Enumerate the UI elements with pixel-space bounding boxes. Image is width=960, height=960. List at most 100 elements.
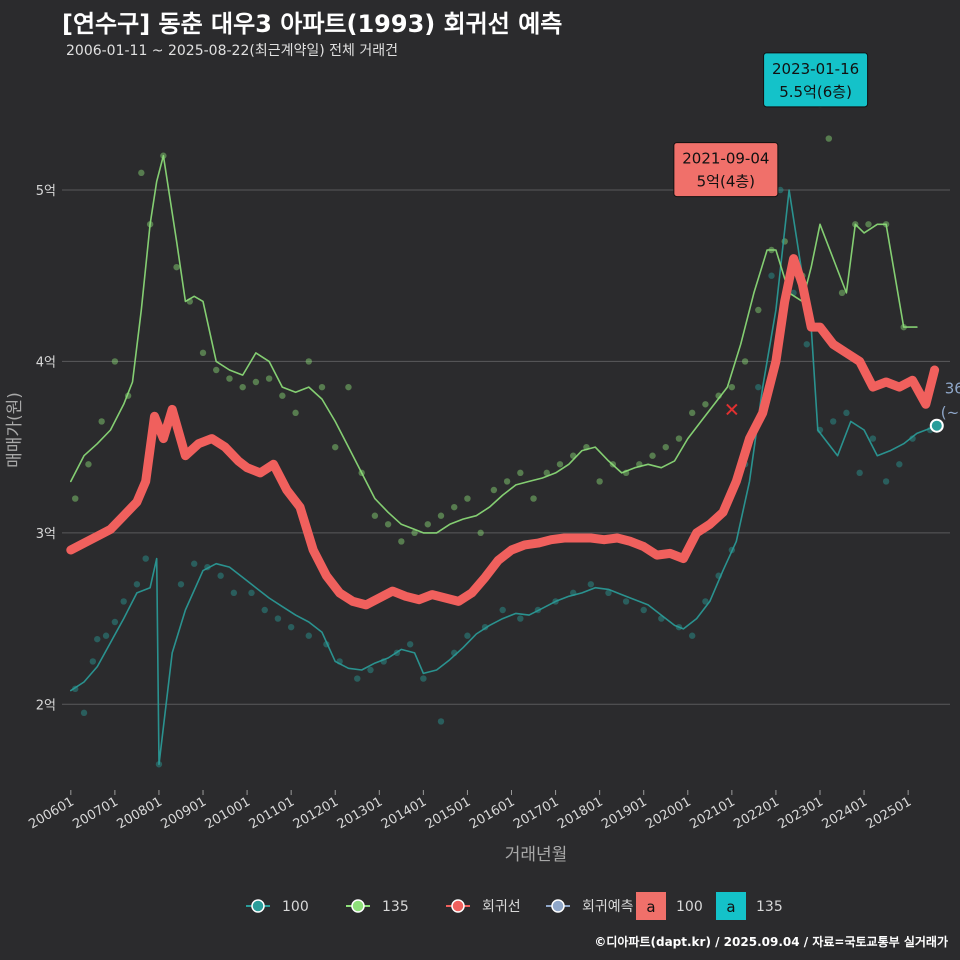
scatter-point-100 bbox=[517, 615, 524, 622]
legend-entry-label: 회귀선 bbox=[482, 899, 521, 915]
scatter-point-135 bbox=[556, 461, 564, 468]
scatter-point-100 bbox=[217, 572, 224, 579]
scatter-point-135 bbox=[530, 495, 537, 502]
grid-lines bbox=[62, 189, 950, 705]
scatter-point-135 bbox=[741, 358, 749, 365]
scatter-point-135 bbox=[477, 529, 484, 537]
scatter-point-135 bbox=[173, 263, 180, 271]
scatter-point-100 bbox=[777, 186, 784, 194]
annotation-marker-x bbox=[726, 403, 738, 416]
scatter-point-100 bbox=[94, 635, 101, 643]
scatter-point-100 bbox=[909, 435, 916, 442]
scatter-point-100 bbox=[274, 615, 282, 622]
x-tick-label: 201601 bbox=[467, 794, 517, 832]
scatter-point-135 bbox=[85, 461, 92, 468]
scatter-point-100 bbox=[437, 718, 445, 725]
scatter-point-100 bbox=[882, 478, 890, 485]
scatter-point-100 bbox=[305, 632, 312, 639]
annotation-price: 5.5억(6층) bbox=[779, 83, 852, 101]
x-tick-label: 200601 bbox=[26, 794, 76, 832]
scatter-point-135 bbox=[649, 452, 656, 459]
scatter-point-135 bbox=[398, 538, 405, 545]
x-tick-label: 200901 bbox=[159, 794, 209, 832]
scatter-point-135 bbox=[305, 358, 312, 365]
y-tick-label: 3억 bbox=[36, 527, 56, 542]
annotation-date: 2023-01-16 bbox=[772, 60, 859, 78]
scatter-point-135 bbox=[464, 495, 471, 502]
legend-entry-label: 100 bbox=[282, 899, 309, 915]
scatter-point-135 bbox=[265, 375, 273, 382]
scatter-point-100 bbox=[869, 435, 877, 442]
label-legend-key bbox=[716, 892, 746, 920]
series-lines bbox=[66, 154, 944, 766]
x-tick-label: 202101 bbox=[687, 794, 737, 832]
scatter-points bbox=[72, 101, 934, 768]
legend-key-dot bbox=[551, 899, 565, 913]
x-tick-label: 200701 bbox=[70, 794, 120, 832]
scatter-point-135 bbox=[98, 418, 105, 425]
x-tick-label: 201101 bbox=[247, 794, 297, 832]
x-tick-label: 202301 bbox=[776, 794, 826, 832]
scatter-point-135 bbox=[675, 435, 683, 442]
legend-key-dot bbox=[351, 899, 365, 913]
scatter-point-135 bbox=[292, 409, 299, 417]
scatter-point-135 bbox=[239, 383, 246, 391]
scatter-point-100 bbox=[133, 581, 141, 588]
scatter-point-135 bbox=[503, 478, 511, 485]
label-legend-key bbox=[636, 892, 666, 920]
scatter-point-100 bbox=[464, 632, 471, 639]
scatter-point-100 bbox=[120, 598, 127, 605]
scatter-point-100 bbox=[89, 658, 97, 665]
scatter-point-135 bbox=[702, 401, 709, 408]
scatter-point-135 bbox=[345, 383, 352, 391]
scatter-point-100 bbox=[587, 581, 595, 588]
scatter-point-100 bbox=[287, 623, 295, 631]
scatter-point-100 bbox=[803, 341, 810, 348]
legend-entry-label: 135 bbox=[382, 899, 409, 915]
scatter-point-100 bbox=[843, 409, 850, 417]
scatter-point-135 bbox=[371, 512, 379, 519]
series-line-100 bbox=[70, 189, 936, 766]
scatter-point-100 bbox=[177, 581, 185, 588]
y-tick-label: 5억 bbox=[36, 184, 56, 199]
scatter-point-135 bbox=[111, 358, 119, 365]
scatter-point-135 bbox=[332, 443, 339, 451]
scatter-point-135 bbox=[411, 529, 418, 537]
scatter-point-100 bbox=[768, 272, 775, 279]
legend-key-dot bbox=[451, 899, 465, 913]
scatter-point-100 bbox=[856, 469, 863, 477]
x-tick-label: 201501 bbox=[423, 794, 473, 832]
scatter-point-135 bbox=[517, 469, 524, 477]
annotation-box-100 bbox=[673, 142, 779, 198]
scatter-point-135 bbox=[424, 521, 431, 528]
x-tick-label: 201201 bbox=[291, 794, 341, 832]
scatter-point-100 bbox=[702, 598, 709, 605]
scatter-point-135 bbox=[252, 378, 260, 386]
scatter-point-100 bbox=[191, 560, 198, 567]
scatter-point-100 bbox=[499, 606, 506, 614]
x-tick-label: 201001 bbox=[203, 794, 253, 832]
x-axis-title: 거래년월 bbox=[505, 845, 568, 865]
scatter-point-135 bbox=[543, 469, 550, 477]
x-tick-label: 201301 bbox=[335, 794, 385, 832]
scatter-point-135 bbox=[865, 221, 872, 228]
label-legend-key-letter: a bbox=[726, 898, 735, 916]
series-line-135 bbox=[70, 154, 918, 534]
scatter-point-100 bbox=[605, 589, 612, 597]
scatter-point-100 bbox=[622, 598, 630, 605]
scatter-point-135 bbox=[72, 495, 79, 502]
label-legend-key-letter: a bbox=[646, 898, 655, 916]
scatter-point-100 bbox=[142, 555, 149, 562]
scatter-point-135 bbox=[688, 409, 696, 417]
y-tick-label: 2억 bbox=[36, 698, 56, 713]
scatter-point-100 bbox=[830, 418, 837, 425]
scatter-point-135 bbox=[490, 486, 498, 494]
scatter-point-135 bbox=[451, 503, 458, 511]
x-tick-label: 201901 bbox=[599, 794, 649, 832]
scatter-point-135 bbox=[226, 375, 233, 382]
scatter-point-100 bbox=[406, 641, 414, 648]
scatter-point-135 bbox=[199, 349, 207, 357]
x-tick-label: 202201 bbox=[731, 794, 781, 832]
scatter-point-135 bbox=[279, 392, 286, 399]
